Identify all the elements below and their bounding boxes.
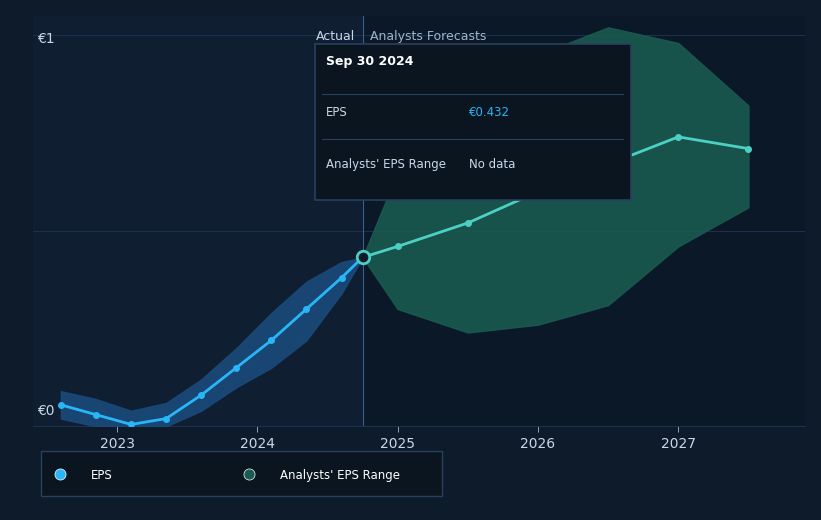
Text: Analysts' EPS Range: Analysts' EPS Range xyxy=(280,469,400,482)
Text: Actual: Actual xyxy=(316,30,355,43)
Bar xyxy=(33,16,363,426)
Text: €0.432: €0.432 xyxy=(469,106,510,119)
Text: No data: No data xyxy=(469,158,516,171)
FancyBboxPatch shape xyxy=(40,451,442,496)
Text: Analysts' EPS Range: Analysts' EPS Range xyxy=(326,158,446,171)
Text: €0: €0 xyxy=(37,404,54,418)
Text: Sep 30 2024: Sep 30 2024 xyxy=(326,55,414,68)
Text: EPS: EPS xyxy=(91,469,112,482)
Text: Analysts Forecasts: Analysts Forecasts xyxy=(369,30,486,43)
FancyBboxPatch shape xyxy=(314,44,631,201)
Text: €1: €1 xyxy=(37,32,54,46)
Bar xyxy=(363,16,805,426)
Text: EPS: EPS xyxy=(326,106,348,119)
